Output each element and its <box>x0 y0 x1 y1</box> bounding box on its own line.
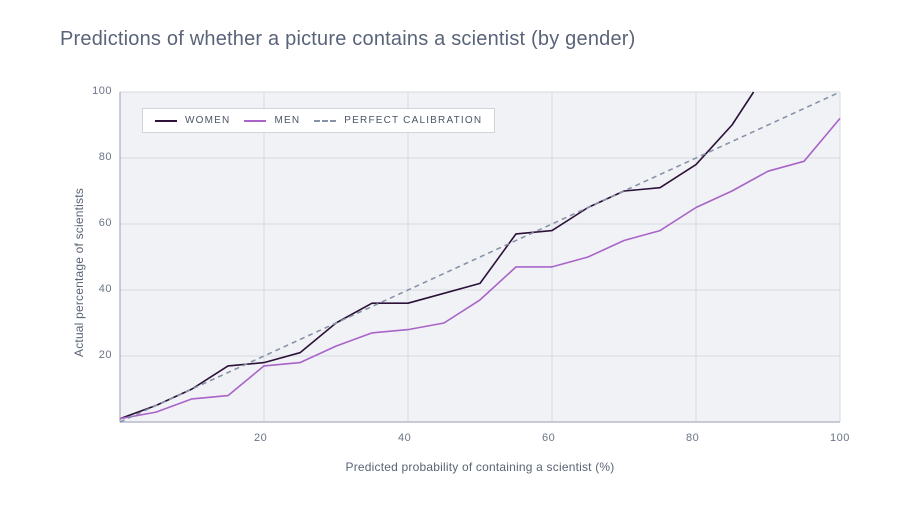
x-tick-label: 100 <box>830 432 850 444</box>
x-tick-label: 20 <box>254 432 267 444</box>
y-tick-label: 100 <box>92 85 112 97</box>
y-tick-label: 20 <box>99 349 112 361</box>
legend-swatch <box>314 120 336 122</box>
series-perfect-calibration <box>120 92 840 422</box>
x-tick-label: 40 <box>398 432 411 444</box>
legend-swatch <box>244 120 266 122</box>
legend-label: PERFECT CALIBRATION <box>344 115 482 126</box>
series-group <box>120 92 840 422</box>
series-men <box>120 118 840 418</box>
legend-item-men: MEN <box>244 115 300 126</box>
x-tick-label: 80 <box>686 432 699 444</box>
legend-label: WOMEN <box>185 115 230 126</box>
y-tick-label: 60 <box>99 217 112 229</box>
series-women <box>120 92 754 419</box>
chart-legend: WOMEN MEN PERFECT CALIBRATION <box>142 108 495 133</box>
x-axis-label: Predicted probability of containing a sc… <box>330 460 630 474</box>
y-axis-label: Actual percentage of scientists <box>72 188 86 357</box>
legend-item-perfect-calibration: PERFECT CALIBRATION <box>314 115 482 126</box>
legend-item-women: WOMEN <box>155 115 230 126</box>
x-tick-label: 60 <box>542 432 555 444</box>
y-tick-label: 80 <box>99 151 112 163</box>
y-tick-label: 40 <box>99 283 112 295</box>
legend-label: MEN <box>274 115 300 126</box>
legend-swatch <box>155 120 177 122</box>
calibration-chart <box>0 0 900 506</box>
